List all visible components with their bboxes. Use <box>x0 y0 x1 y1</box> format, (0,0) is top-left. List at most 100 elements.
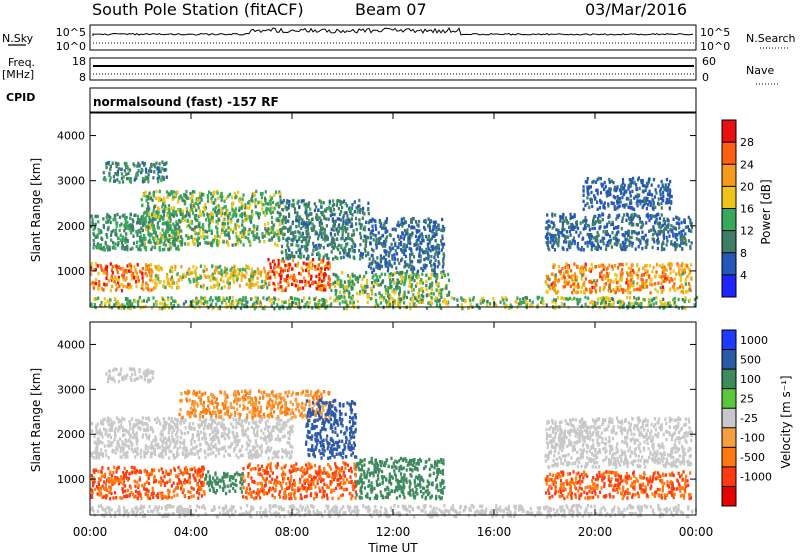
echo-cell <box>142 221 145 226</box>
echo-cell <box>292 276 295 280</box>
echo-cell <box>116 300 119 304</box>
echo-cell <box>605 194 608 198</box>
echo-cell <box>643 273 646 277</box>
echo-cell <box>438 303 442 307</box>
echo-cell <box>234 207 237 211</box>
echo-cell <box>299 286 302 291</box>
echo-cell <box>248 206 251 210</box>
echo-cell <box>341 284 344 288</box>
echo-cell <box>602 274 605 278</box>
echo-cell <box>367 264 370 269</box>
echo-cell <box>103 282 106 286</box>
echo-cell <box>163 210 166 214</box>
echo-cell <box>638 214 641 219</box>
echo-cell <box>216 296 219 301</box>
echo-cell <box>614 196 617 200</box>
echo-cell <box>248 239 251 244</box>
echo-cell <box>163 196 166 200</box>
echo-cell <box>161 306 164 311</box>
echo-cell <box>256 301 259 305</box>
echo-cell <box>294 235 297 239</box>
echo-cell <box>143 217 146 221</box>
echo-cell <box>390 272 393 276</box>
echo-cell <box>311 306 314 310</box>
echo-cell <box>115 164 118 169</box>
echo-cell <box>329 304 332 308</box>
echo-cell <box>581 273 584 278</box>
echo-cell <box>552 242 555 246</box>
echo-cell <box>218 210 221 214</box>
echo-cell <box>136 275 139 280</box>
echo-cell <box>221 195 224 199</box>
echo-cell <box>684 239 687 243</box>
echo-cell <box>580 245 584 250</box>
echo-cell <box>123 238 126 242</box>
echo-cell <box>569 275 572 279</box>
echo-cell <box>122 284 125 288</box>
echo-cell <box>596 297 599 301</box>
echo-cell <box>152 495 155 500</box>
echo-cell <box>354 216 358 221</box>
echo-cell <box>118 265 121 269</box>
echo-cell <box>210 229 213 233</box>
echo-cell <box>235 235 238 239</box>
echo-cell <box>312 245 315 249</box>
echo-cell <box>256 276 259 280</box>
echo-cell <box>257 213 260 217</box>
echo-cell <box>176 272 179 276</box>
echo-cell <box>441 224 445 229</box>
echo-cell <box>414 296 417 301</box>
echo-cell <box>153 229 156 234</box>
echo-cell <box>306 280 309 284</box>
echo-cell <box>213 201 216 205</box>
echo-cell <box>475 303 478 308</box>
echo-cell <box>430 296 433 300</box>
echo-cell <box>363 235 366 239</box>
echo-cell <box>200 235 203 239</box>
echo-cell <box>120 241 123 245</box>
echo-cell <box>155 233 158 237</box>
echo-cell <box>426 237 429 241</box>
echo-cell <box>171 278 175 282</box>
echo-cell <box>502 298 505 302</box>
echo-cell <box>641 183 644 188</box>
echo-cell <box>681 272 684 276</box>
echo-cell <box>142 242 145 246</box>
echo-cell <box>545 289 548 294</box>
echo-cell <box>121 214 124 218</box>
echo-cell <box>160 483 163 487</box>
echo-cell <box>100 286 103 291</box>
echo-cell <box>653 229 656 233</box>
echo-cell <box>516 296 519 300</box>
echo-cell <box>166 213 169 218</box>
echo-cell <box>106 235 109 239</box>
echo-cell <box>627 239 630 243</box>
echo-cell <box>174 267 177 272</box>
echo-cell <box>123 213 126 217</box>
echo-cell <box>657 197 660 201</box>
echo-cell <box>266 276 270 280</box>
echo-cell <box>149 223 152 227</box>
echo-cell <box>223 205 226 209</box>
echo-cell <box>193 226 197 230</box>
echo-cell <box>430 254 433 259</box>
echo-cell <box>351 203 354 207</box>
echo-cell <box>546 243 549 247</box>
echo-cell <box>121 303 124 307</box>
echo-cell <box>171 197 174 202</box>
echo-cell <box>667 303 670 307</box>
echo-cell <box>171 281 174 285</box>
echo-cell <box>120 306 123 311</box>
echo-cell <box>263 266 266 271</box>
echo-cell <box>282 198 285 203</box>
echo-cell <box>218 298 221 302</box>
echo-cell <box>188 267 191 271</box>
echo-cell <box>250 297 253 301</box>
echo-cell <box>282 300 286 305</box>
echo-cell <box>267 221 270 226</box>
echo-cell <box>173 240 176 245</box>
echo-cell <box>344 285 347 289</box>
echo-cell <box>393 227 396 231</box>
echo-cell <box>613 264 617 268</box>
echo-cell <box>625 281 628 285</box>
